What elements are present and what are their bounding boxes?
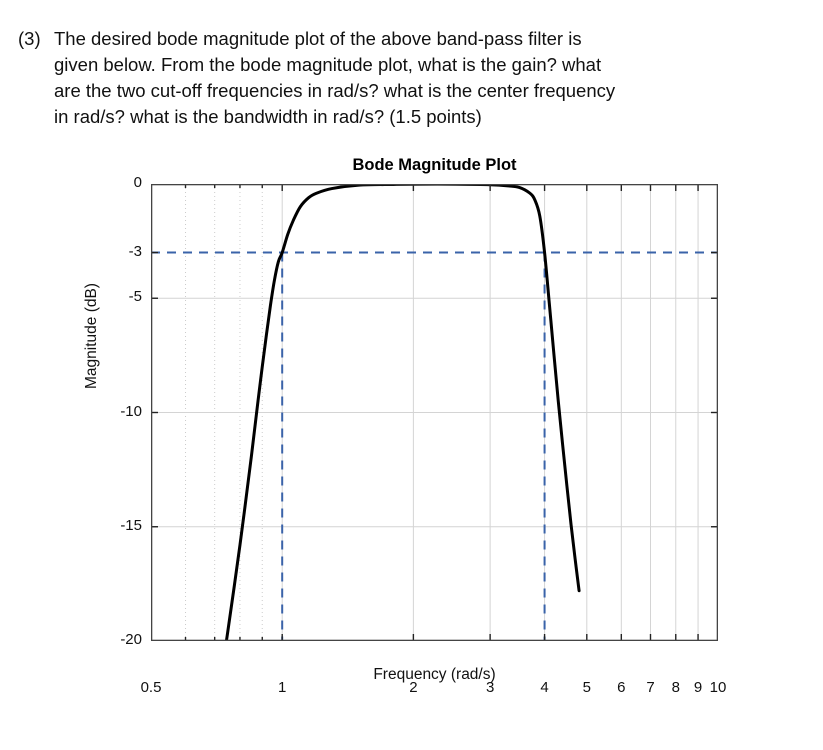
bode-magnitude-figure: Bode Magnitude Plot Magnitude (dB) — [0, 150, 823, 720]
question-line-1: (3) The desired bode magnitude plot of t… — [18, 26, 778, 52]
x-tick-label: 6 — [617, 679, 626, 696]
question-line-3: are the two cut-off frequencies in rad/s… — [54, 78, 778, 104]
x-tick-label: 2 — [409, 679, 418, 696]
y-tick-label: -3 — [128, 242, 142, 260]
y-tick-label: -10 — [120, 402, 142, 420]
cutoff-annotation-lines — [151, 251, 718, 641]
chart-title: Bode Magnitude Plot — [352, 156, 517, 174]
y-major-gridlines — [151, 184, 718, 528]
question-line-text: given below. From the bode magnitude plo… — [54, 54, 602, 75]
question-number: (3) — [18, 28, 41, 49]
x-axis-label: Frequency (rad/s) — [373, 666, 496, 683]
y-tick-label: -15 — [120, 516, 142, 534]
plot-area: 0 -3 -5 -10 -15 -20 0.5 1 2 3 4 5 6 7 8 9 10 — [120, 174, 726, 696]
question-line-text: in rad/s? what is the bandwidth in rad/s… — [54, 106, 482, 127]
question-line-2: given below. From the bode magnitude plo… — [54, 52, 778, 78]
x-tick-label: 0.5 — [140, 679, 162, 696]
question-block: (3) The desired bode magnitude plot of t… — [18, 26, 778, 130]
magnitude-curve — [224, 184, 581, 641]
x-tick-label: 5 — [582, 679, 591, 696]
x-tick-label: 10 — [709, 679, 727, 696]
question-line-text: are the two cut-off frequencies in rad/s… — [54, 80, 616, 101]
magnitude-curve-group — [224, 184, 581, 641]
x-tick-label: 8 — [671, 679, 680, 696]
x-tick-label: 9 — [693, 679, 703, 696]
y-tick-label: -20 — [120, 631, 142, 648]
axis-frame — [151, 184, 718, 641]
x-tick-label: 1 — [278, 679, 287, 696]
x-tick-label: 4 — [540, 679, 549, 696]
question-line-4: in rad/s? what is the bandwidth in rad/s… — [54, 104, 778, 130]
x-tick-label: 7 — [646, 679, 655, 696]
y-tick-label: 0 — [133, 174, 142, 191]
y-tick-label: -5 — [128, 288, 142, 306]
x-tick-label: 3 — [485, 679, 495, 696]
bode-magnitude-plot-svg — [151, 184, 718, 641]
question-line-text: The desired bode magnitude plot of the a… — [54, 28, 582, 49]
